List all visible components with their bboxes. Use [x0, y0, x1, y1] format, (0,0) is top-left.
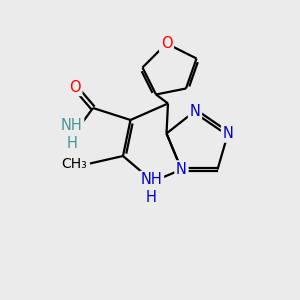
- Text: CH₃: CH₃: [61, 157, 87, 170]
- Text: N: N: [176, 162, 187, 177]
- Text: NH: NH: [61, 118, 83, 133]
- Text: H: H: [67, 136, 77, 151]
- Text: NH: NH: [141, 172, 162, 188]
- Text: O: O: [161, 36, 172, 51]
- Text: O: O: [69, 80, 81, 94]
- Text: H: H: [146, 190, 157, 205]
- Text: N: N: [223, 126, 233, 141]
- Text: N: N: [190, 103, 200, 118]
